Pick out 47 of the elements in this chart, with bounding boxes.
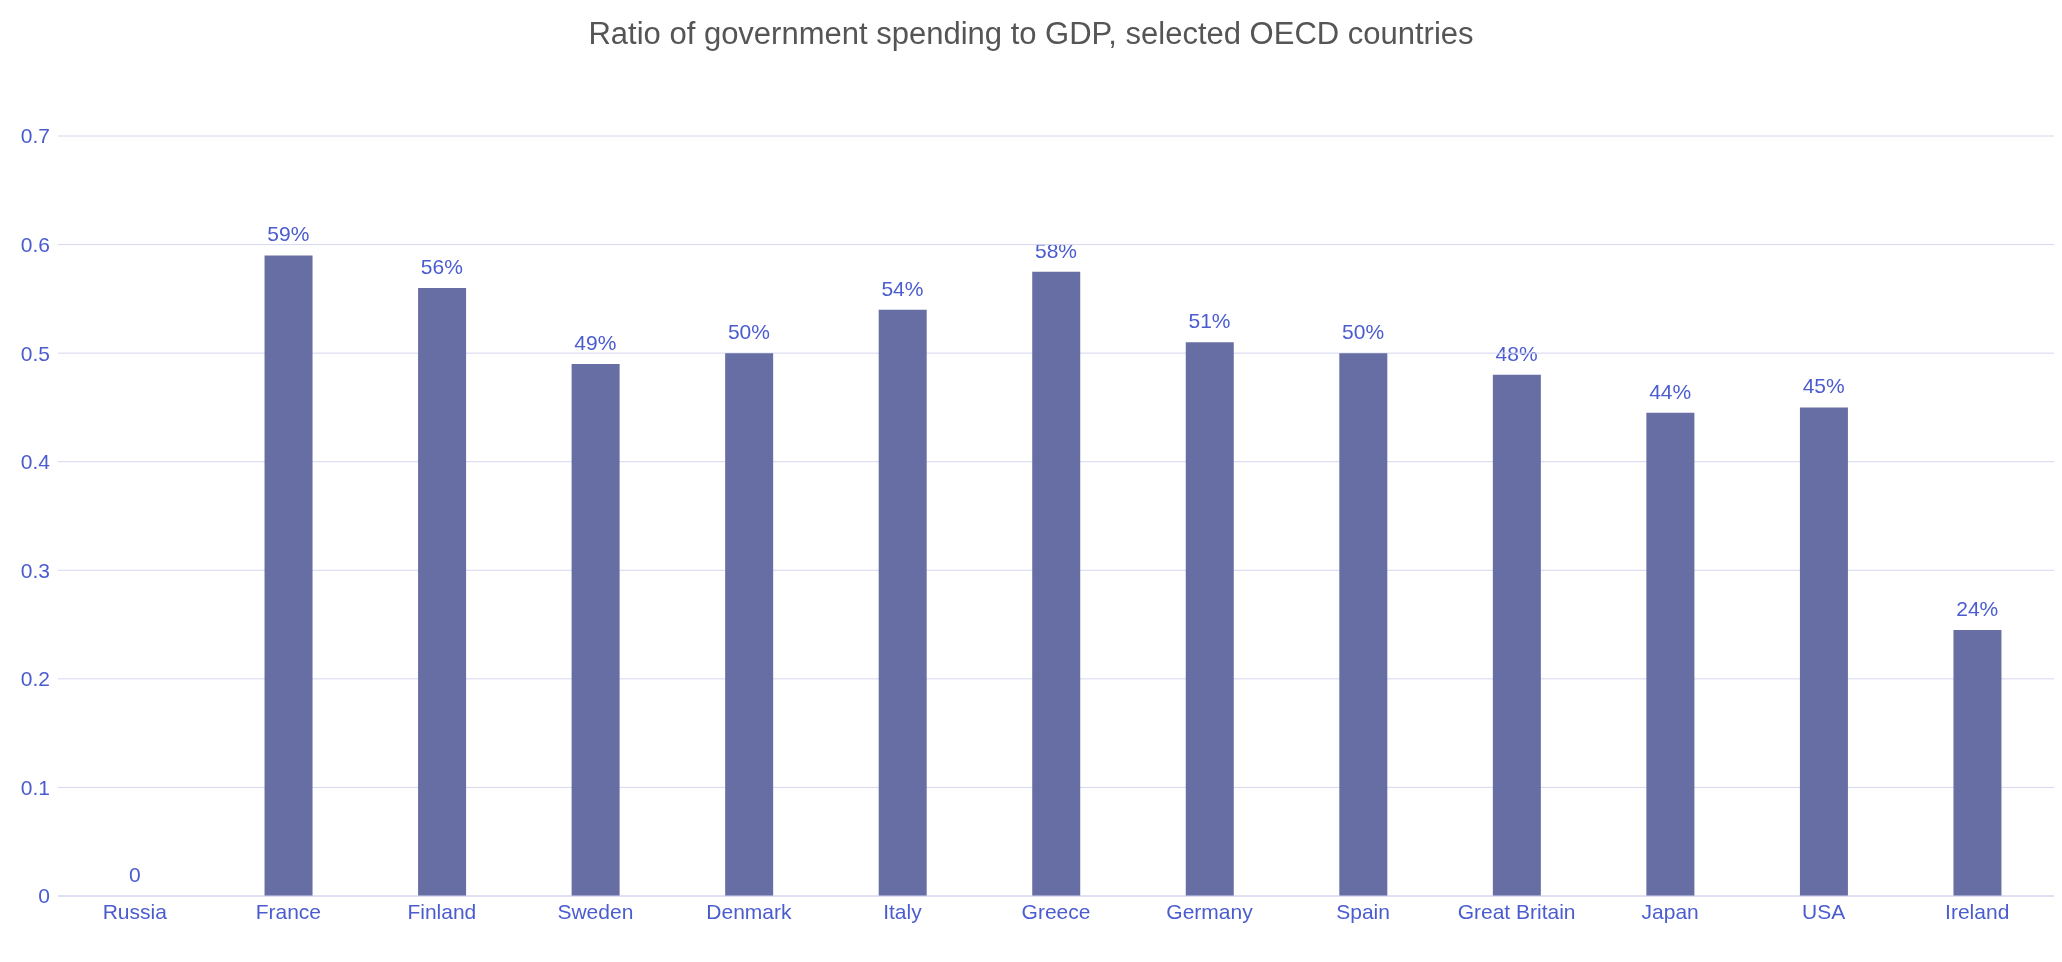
bar [264,255,313,896]
bar [878,309,927,896]
bar [418,288,467,896]
y-tick-label: 0.7 [20,124,50,148]
data-label: 58% [1034,238,1078,262]
x-tick-label: Finland [407,899,477,923]
bar [1185,342,1234,896]
y-tick-label: 0.1 [20,775,50,799]
bar [1799,407,1848,896]
chart-title: Ratio of government spending to GDP, selected OECD countries [587,15,1475,53]
data-label: 0 [128,863,141,886]
bar [725,353,774,896]
y-tick-label: 0.3 [20,558,50,582]
x-tick-label: Russia [102,899,168,923]
data-label: 48% [1495,341,1538,365]
x-tick-label: USA [1802,899,1846,923]
x-tick-label: Ireland [1945,899,2010,923]
x-tick-label: Japan [1641,899,1699,923]
bar [1646,412,1695,896]
x-tick-label: Germany [1166,899,1254,923]
y-tick-label: 0.6 [20,233,50,257]
x-tick-label: Greece [1021,899,1091,923]
bar [1339,353,1388,896]
x-tick-label: Great Britain [1457,899,1576,923]
x-tick-label: Italy [883,899,923,923]
data-label: 24% [1956,597,1999,620]
data-label: 44% [1649,379,1692,403]
x-tick-label: Sweden [557,899,634,923]
bar [571,364,620,896]
data-label: 51% [1188,309,1231,333]
data-label: 50% [727,320,770,344]
y-tick-label: 0.5 [20,341,50,365]
data-label: 59% [267,222,310,246]
data-label: 50% [1342,320,1385,344]
bar [1953,630,2002,896]
x-tick-label: Spain [1336,899,1390,923]
bar [1032,271,1081,896]
data-label: 54% [881,276,924,300]
data-label: 45% [1802,374,1845,398]
x-tick-label: Denmark [706,899,793,923]
data-label: 56% [420,255,463,278]
data-label: 49% [574,331,617,354]
x-tick-label: France [255,899,321,923]
y-tick-label: 0.4 [20,450,51,474]
y-tick-label: 0 [38,884,50,908]
y-tick-label: 0.2 [20,667,50,691]
bar [1492,374,1541,896]
